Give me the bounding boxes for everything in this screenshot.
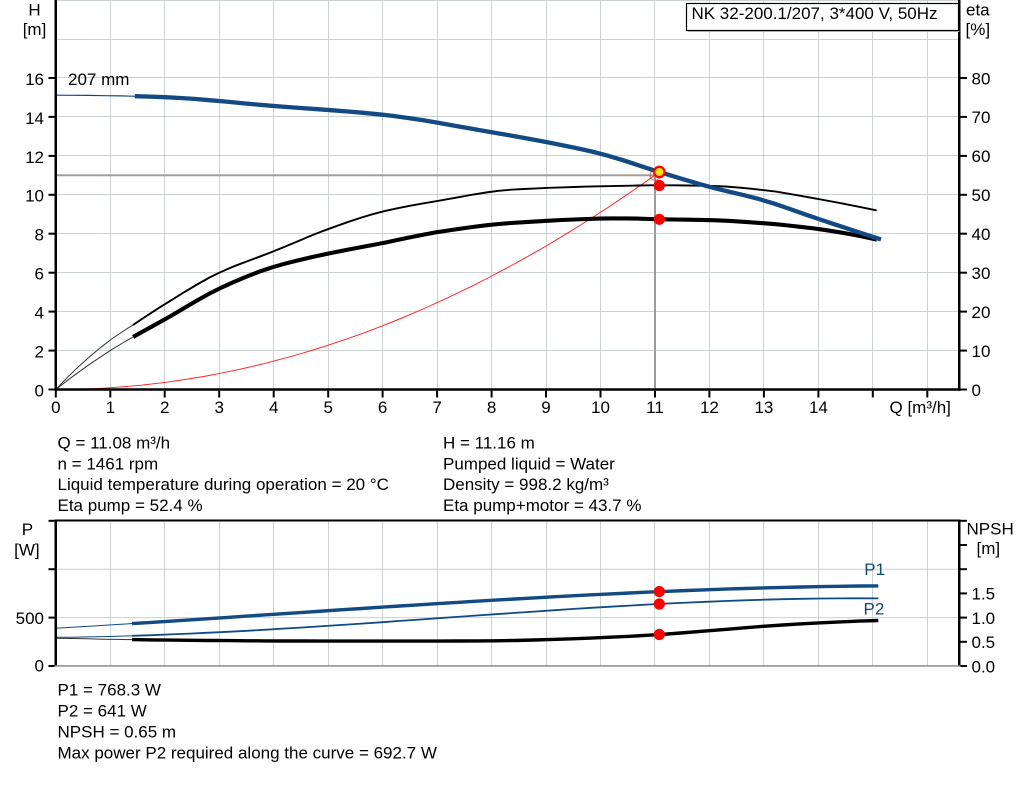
svg-text:12: 12 bbox=[25, 148, 44, 167]
svg-text:40: 40 bbox=[972, 225, 991, 244]
svg-text:12: 12 bbox=[700, 398, 719, 417]
svg-text:30: 30 bbox=[972, 264, 991, 283]
svg-text:6: 6 bbox=[35, 265, 44, 284]
svg-text:20: 20 bbox=[972, 303, 991, 322]
svg-text:11: 11 bbox=[646, 398, 664, 417]
svg-text:2: 2 bbox=[35, 343, 44, 362]
svg-text:80: 80 bbox=[972, 69, 991, 88]
svg-text:10: 10 bbox=[25, 187, 44, 206]
svg-text:Q [m³/h]: Q [m³/h] bbox=[890, 398, 951, 417]
svg-text:4: 4 bbox=[35, 304, 44, 323]
svg-text:Liquid temperature during oper: Liquid temperature during operation = 20… bbox=[58, 475, 389, 494]
svg-text:H: H bbox=[28, 0, 40, 19]
svg-text:1.5: 1.5 bbox=[972, 585, 996, 604]
svg-text:50: 50 bbox=[972, 186, 991, 205]
svg-text:Max power P2 required along th: Max power P2 required along the curve = … bbox=[58, 743, 437, 762]
svg-text:0: 0 bbox=[51, 398, 60, 417]
svg-text:Pumped liquid = Water: Pumped liquid = Water bbox=[443, 454, 615, 473]
svg-text:Eta pump+motor = 43.7 %: Eta pump+motor = 43.7 % bbox=[443, 496, 641, 515]
svg-text:[m]: [m] bbox=[977, 539, 1001, 558]
svg-text:10: 10 bbox=[972, 342, 991, 361]
svg-text:13: 13 bbox=[754, 398, 773, 417]
svg-text:207 mm: 207 mm bbox=[68, 70, 129, 89]
svg-text:500: 500 bbox=[16, 609, 44, 628]
svg-text:9: 9 bbox=[541, 398, 550, 417]
svg-text:2: 2 bbox=[160, 398, 169, 417]
svg-text:5: 5 bbox=[323, 398, 332, 417]
svg-text:4: 4 bbox=[269, 398, 278, 417]
svg-text:6: 6 bbox=[378, 398, 387, 417]
svg-text:10: 10 bbox=[591, 398, 610, 417]
svg-text:8: 8 bbox=[35, 226, 44, 245]
svg-text:[m]: [m] bbox=[23, 20, 47, 39]
svg-text:60: 60 bbox=[972, 147, 991, 166]
svg-text:[%]: [%] bbox=[966, 20, 991, 39]
svg-text:7: 7 bbox=[432, 398, 441, 417]
svg-text:14: 14 bbox=[809, 398, 828, 417]
svg-text:NPSH = 0.65 m: NPSH = 0.65 m bbox=[58, 723, 177, 742]
svg-text:16: 16 bbox=[25, 70, 44, 89]
svg-text:8: 8 bbox=[487, 398, 496, 417]
svg-text:P2: P2 bbox=[864, 599, 885, 618]
svg-text:P: P bbox=[22, 520, 33, 539]
svg-text:Eta pump = 52.4 %: Eta pump = 52.4 % bbox=[58, 496, 203, 515]
svg-text:n = 1461 rpm: n = 1461 rpm bbox=[58, 454, 159, 473]
svg-text:70: 70 bbox=[972, 108, 991, 127]
svg-text:NK 32-200.1/207, 3*400 V, 50Hz: NK 32-200.1/207, 3*400 V, 50Hz bbox=[691, 4, 937, 23]
svg-text:Q = 11.08 m³/h: Q = 11.08 m³/h bbox=[58, 433, 171, 452]
svg-text:1: 1 bbox=[106, 398, 115, 417]
svg-text:0: 0 bbox=[972, 381, 981, 400]
svg-text:3: 3 bbox=[214, 398, 223, 417]
svg-text:P2 = 641 W: P2 = 641 W bbox=[58, 702, 147, 721]
svg-text:eta: eta bbox=[966, 0, 990, 19]
svg-text:0: 0 bbox=[35, 656, 44, 675]
svg-text:1.0: 1.0 bbox=[972, 609, 996, 628]
svg-text:0: 0 bbox=[35, 381, 44, 400]
svg-text:0.5: 0.5 bbox=[972, 633, 996, 652]
svg-text:Density = 998.2 kg/m³: Density = 998.2 kg/m³ bbox=[443, 475, 609, 494]
svg-text:14: 14 bbox=[25, 109, 44, 128]
svg-text:[W]: [W] bbox=[14, 540, 40, 559]
svg-text:H = 11.16 m: H = 11.16 m bbox=[443, 433, 535, 452]
svg-text:P1 = 768.3 W: P1 = 768.3 W bbox=[58, 681, 161, 700]
svg-text:P1: P1 bbox=[864, 560, 885, 579]
svg-text:NPSH: NPSH bbox=[967, 520, 1014, 539]
svg-text:0.0: 0.0 bbox=[972, 657, 996, 676]
